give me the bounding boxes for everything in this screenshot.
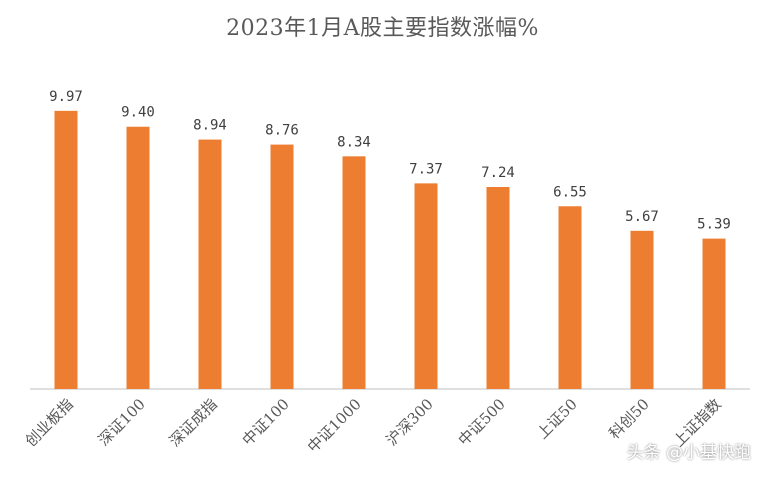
bar [270, 144, 294, 389]
bar [630, 230, 654, 389]
bar [486, 187, 510, 389]
bar [558, 206, 582, 389]
chart-title: 2023年1月A股主要指数涨幅% [226, 16, 539, 41]
data-label: 5.39 [697, 217, 731, 233]
data-label: 8.34 [337, 134, 371, 150]
data-label: 9.97 [49, 89, 83, 105]
bar [126, 126, 150, 390]
data-label: 8.94 [193, 118, 227, 134]
bar [702, 238, 726, 389]
data-label: 8.76 [265, 123, 299, 139]
watermark: 头条 @小基快跑 [626, 443, 751, 463]
bar [342, 156, 366, 389]
data-label: 6.55 [553, 184, 587, 200]
data-label: 9.40 [121, 105, 155, 121]
x-tick-label: 深证成指 [166, 395, 221, 450]
bar [414, 183, 438, 389]
data-label: 7.37 [409, 161, 443, 177]
bar [198, 139, 222, 389]
x-tick-label: 中证1000 [304, 395, 365, 456]
x-tick-label: 创业板指 [22, 395, 77, 450]
x-tick-label: 沪深300 [383, 395, 437, 449]
x-tick-label: 深证100 [95, 395, 149, 449]
x-tick-label: 中证100 [239, 395, 293, 449]
bar [54, 110, 78, 389]
x-tick-label: 科创50 [605, 395, 652, 442]
x-tick-label: 上证50 [533, 395, 580, 442]
x-tick-label: 中证500 [455, 395, 509, 449]
data-label: 5.67 [625, 209, 659, 225]
data-label: 7.24 [481, 165, 515, 181]
